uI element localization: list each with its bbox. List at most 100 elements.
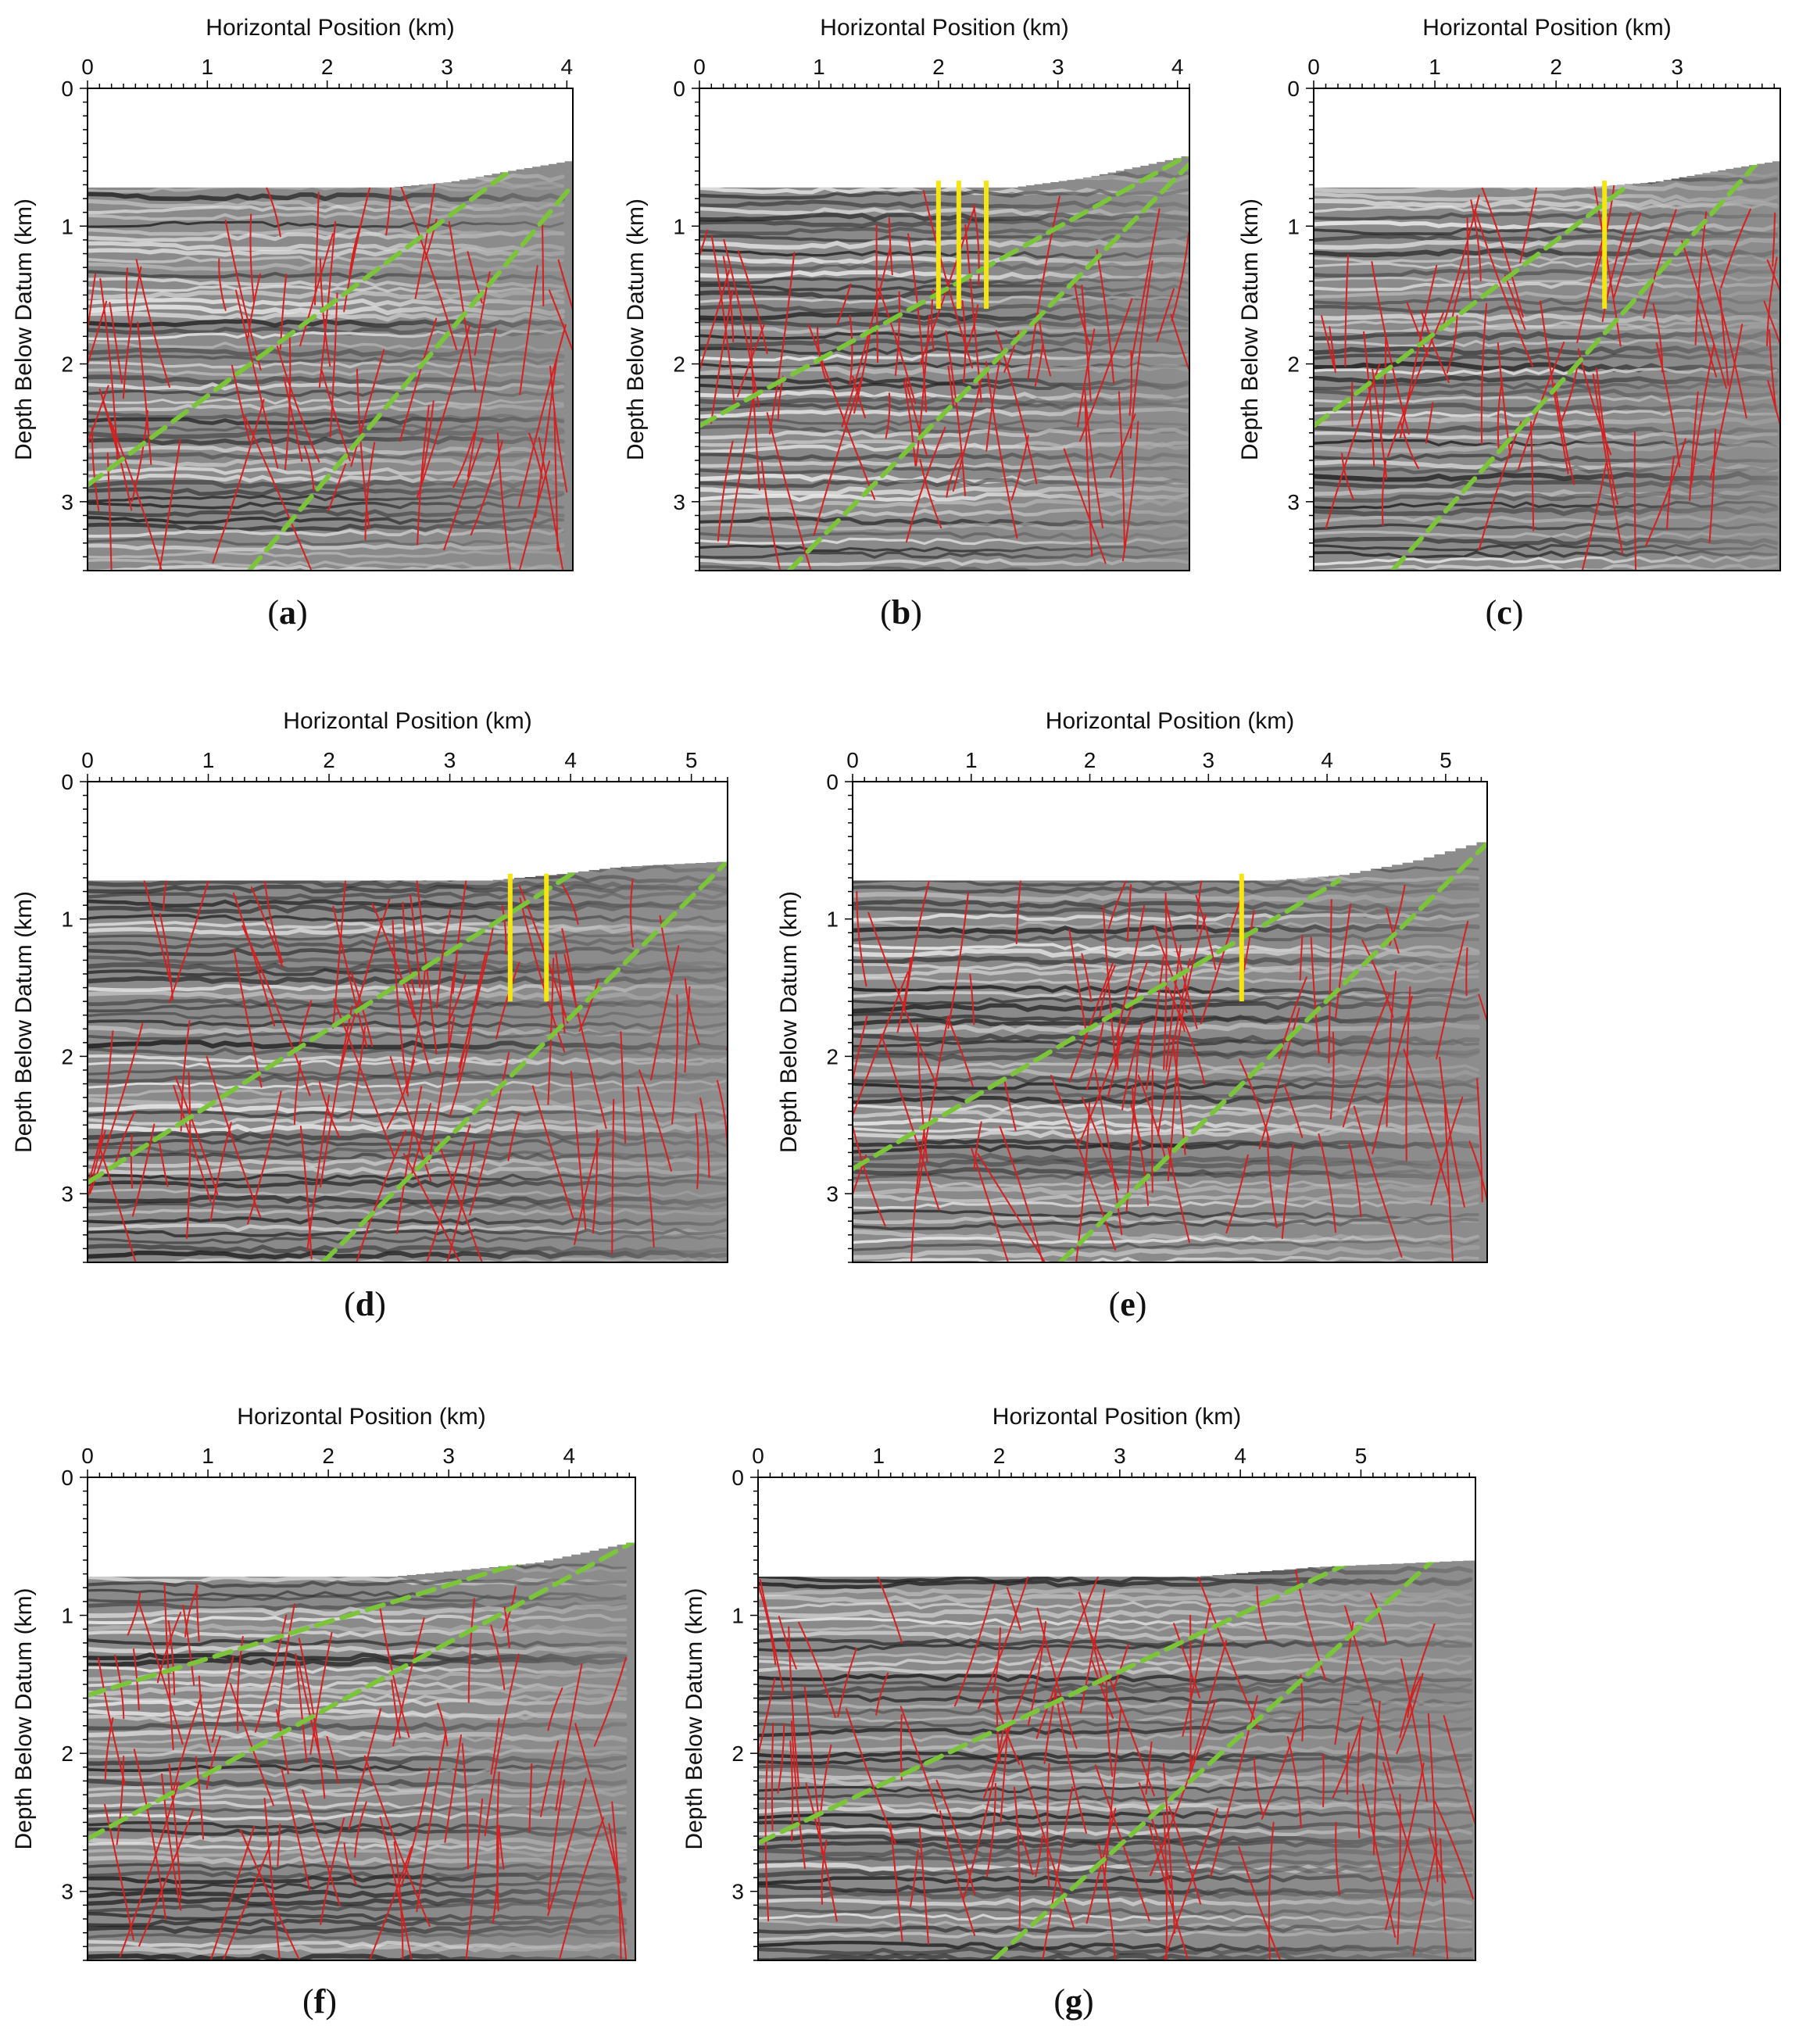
fault-trace	[853, 971, 909, 1149]
fault-trace	[1466, 217, 1472, 300]
fault-trace	[894, 291, 900, 377]
fault-trace	[1479, 181, 1524, 318]
fault-trace	[1242, 910, 1255, 975]
fault-trace	[880, 1033, 940, 1211]
fault-trace	[1497, 379, 1504, 449]
y-tick-label: 2	[61, 1044, 73, 1069]
y-tick-label: 3	[673, 490, 685, 514]
fault-trace	[1425, 402, 1434, 444]
fault-trace	[392, 1617, 425, 1747]
fault-trace	[414, 178, 436, 299]
fault-trace	[1035, 1566, 1103, 1739]
y-tick-label: 0	[673, 77, 685, 101]
y-tick-label: 1	[673, 214, 685, 238]
green-dashed-boundary-2	[320, 861, 728, 1262]
fault-trace	[1382, 1762, 1424, 1892]
fault-trace	[608, 1823, 628, 1960]
fault-trace	[684, 978, 700, 1046]
fault-trace	[722, 256, 735, 343]
x-tick-label: 3	[1114, 1444, 1126, 1468]
fault-trace	[1427, 1713, 1439, 1882]
fault-trace	[1332, 1716, 1364, 1799]
green-dashed-boundary-1	[699, 154, 1189, 428]
fault-trace	[699, 270, 730, 447]
fault-trace	[393, 1841, 404, 1960]
fault-trace	[737, 250, 768, 355]
y-tick-label: 0	[61, 1466, 73, 1490]
fault-trace	[449, 1027, 473, 1117]
fault-trace	[1043, 1691, 1057, 1764]
fault-trace	[1126, 884, 1132, 942]
fault-trace	[1003, 1081, 1017, 1131]
green-dashed-boundary-1	[88, 161, 521, 488]
fault-trace	[410, 893, 421, 988]
fault-trace	[935, 1779, 976, 1895]
fault-trace	[130, 1134, 134, 1189]
fault-trace	[1189, 1614, 1192, 1770]
fault-trace	[349, 1026, 366, 1122]
plot-frame	[87, 1477, 636, 1961]
fault-trace	[1348, 1142, 1362, 1218]
fault-trace	[1601, 212, 1632, 323]
fault-trace	[244, 416, 314, 571]
fault-trace	[218, 258, 227, 311]
fault-trace	[318, 1080, 341, 1139]
y-tick-label: 3	[1287, 490, 1300, 514]
fault-trace	[1412, 1843, 1438, 1956]
y-axis-ticks	[80, 1477, 88, 1961]
fault-trace	[1386, 907, 1400, 954]
fault-trace	[1372, 368, 1388, 480]
fault-trace	[329, 292, 338, 438]
y-tick-label: 1	[731, 1604, 744, 1628]
y-axis-title: Depth Below Datum (km)	[681, 1588, 707, 1849]
fault-trace	[1006, 1587, 1021, 1631]
x-tick-label: 4	[1321, 748, 1333, 772]
fault-trace	[553, 407, 559, 552]
fault-trace	[299, 233, 334, 347]
y-tick-label: 3	[731, 1880, 744, 1904]
fault-trace	[803, 1686, 823, 1856]
x-tick-label: 1	[202, 1444, 214, 1468]
fault-trace	[900, 1714, 903, 1781]
y-tick-label: 0	[826, 770, 839, 794]
fault-trace	[1328, 899, 1332, 1064]
fault-trace	[443, 437, 484, 551]
fault-trace	[950, 1023, 974, 1087]
fault-trace	[1156, 288, 1175, 342]
fault-trace	[1068, 961, 1114, 1083]
fault-trace	[903, 381, 917, 467]
fault-trace	[1342, 992, 1390, 1128]
fault-trace	[142, 875, 172, 985]
fault-trace	[1681, 240, 1727, 389]
y-tick-label: 2	[1287, 353, 1300, 377]
x-tick-label: 0	[81, 55, 94, 79]
x-tick-label: 0	[81, 1444, 94, 1468]
fault-trace	[519, 265, 538, 396]
fault-trace	[699, 1097, 710, 1178]
fault-trace	[1666, 456, 1675, 530]
fault-trace	[231, 364, 250, 442]
fault-trace	[1189, 1640, 1228, 1772]
fault-trace	[1346, 1742, 1350, 1795]
fault-trace	[168, 1763, 182, 1900]
fault-trace	[1689, 391, 1699, 502]
fault-trace	[542, 220, 545, 307]
x-tick-label: 0	[1307, 55, 1320, 79]
fault-trace	[945, 330, 966, 496]
green-dashed-boundary-2	[990, 1559, 1436, 1960]
fault-trace	[247, 1090, 282, 1225]
fault-trace	[538, 437, 565, 571]
fault-trace	[1094, 1069, 1123, 1236]
y-axis-ticks	[1306, 88, 1314, 571]
fault-trace	[1580, 462, 1608, 571]
seismic-image	[88, 1541, 635, 1960]
fault-trace	[1470, 199, 1482, 281]
panel-b: 0 1 2 3 4 0 1 2 3 Horizontal Position (km) Depth B…	[623, 15, 1190, 632]
plot-frame	[1313, 88, 1781, 571]
seismic-image	[88, 861, 728, 1262]
fault-trace	[1766, 259, 1780, 388]
fault-trace	[1399, 1623, 1436, 1738]
x-tick-label: 2	[1084, 748, 1096, 772]
fault-trace	[1153, 925, 1188, 1014]
y-tick-label: 3	[61, 1880, 73, 1904]
